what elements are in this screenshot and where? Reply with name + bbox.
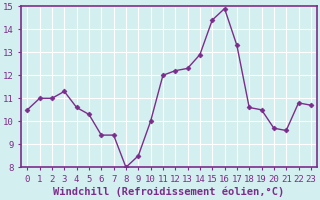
X-axis label: Windchill (Refroidissement éolien,°C): Windchill (Refroidissement éolien,°C): [53, 187, 285, 197]
